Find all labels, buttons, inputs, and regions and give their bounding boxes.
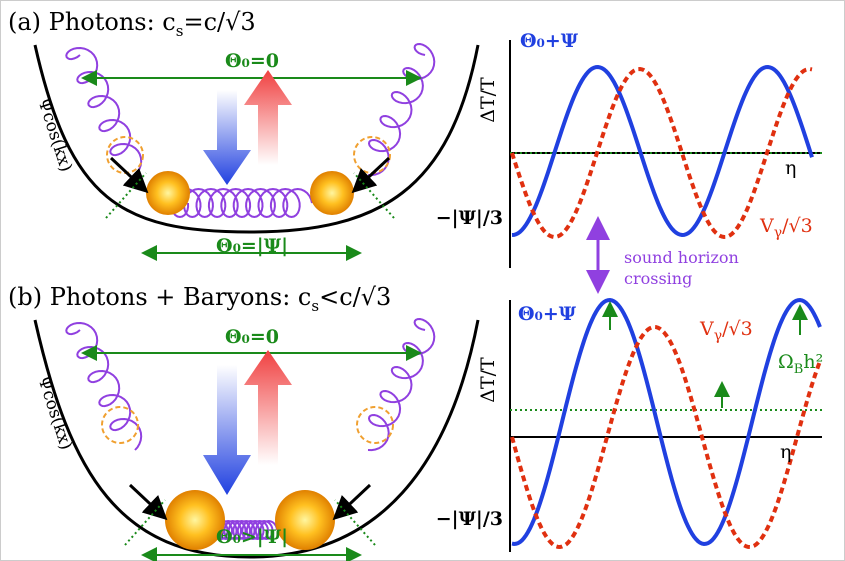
- potential-label: Ψcos(kx): [33, 373, 76, 452]
- infall-arrow: [203, 90, 251, 185]
- label-sub: γ: [714, 328, 722, 344]
- red-label: Vγ/√3: [759, 215, 813, 241]
- baryon-ball: [146, 171, 190, 215]
- label-text: V: [699, 318, 714, 340]
- theta-label: Θ₀=0: [225, 50, 279, 72]
- red-label: Vγ/√3: [699, 318, 753, 344]
- spring: [66, 48, 141, 175]
- pressure-arrow: [244, 350, 292, 465]
- y-tick-label: −|Ψ|/3: [436, 207, 503, 229]
- potential-label: Ψcos(kx): [33, 95, 76, 174]
- annotation: sound horizon: [624, 248, 739, 267]
- theta-label: Θ₀=|Ψ|: [216, 235, 288, 257]
- potential-well: [35, 45, 478, 232]
- title-a: (a) Photons: cs=c/√3: [8, 8, 256, 40]
- label-end: h²: [803, 351, 823, 373]
- title-text: (b) Photons + Baryons: c: [8, 283, 311, 311]
- x-axis-label: η: [780, 441, 791, 463]
- title-end: <c/√3: [319, 283, 391, 311]
- force-arrow: [356, 158, 389, 189]
- figure: (a) Photons: cs=c/√3 Θ₀=0 Θ₀=|Ψ| Ψcos(kx…: [0, 0, 845, 561]
- force-arrow: [111, 158, 144, 189]
- force-arrow: [130, 485, 163, 516]
- title-text: (a) Photons: c: [8, 8, 176, 36]
- theta-label: Θ₀=0: [225, 326, 279, 348]
- force-arrow: [337, 485, 370, 516]
- label-text: V: [759, 215, 774, 237]
- orbit: [102, 407, 138, 443]
- title-sub: s: [311, 297, 319, 315]
- pressure-arrow: [244, 70, 292, 165]
- label-end: /√3: [782, 215, 813, 237]
- y-axis-label: ΔT/T: [477, 357, 499, 403]
- title-end: =c/√3: [183, 8, 255, 36]
- theta-label: Θ₀>|Ψ|: [216, 526, 288, 548]
- baryon-ball: [310, 171, 354, 215]
- title-b: (b) Photons + Baryons: cs<c/√3: [8, 283, 391, 315]
- blue-label: Θ₀+Ψ: [520, 30, 579, 52]
- label-text: Ω: [778, 351, 794, 373]
- y-tick-label: −|Ψ|/3: [436, 508, 503, 530]
- spring: [172, 189, 312, 217]
- spring: [368, 319, 434, 450]
- blue-label: Θ₀+Ψ: [518, 303, 577, 325]
- x-axis-label: η: [785, 157, 796, 179]
- spring: [368, 44, 434, 175]
- label-end: /√3: [722, 318, 753, 340]
- title-sub: s: [176, 22, 184, 40]
- label-sub: B: [794, 362, 804, 377]
- infall-arrow: [203, 365, 251, 495]
- label-sub: γ: [774, 225, 782, 241]
- y-axis-label: ΔT/T: [477, 77, 499, 123]
- annotation: crossing: [624, 269, 692, 288]
